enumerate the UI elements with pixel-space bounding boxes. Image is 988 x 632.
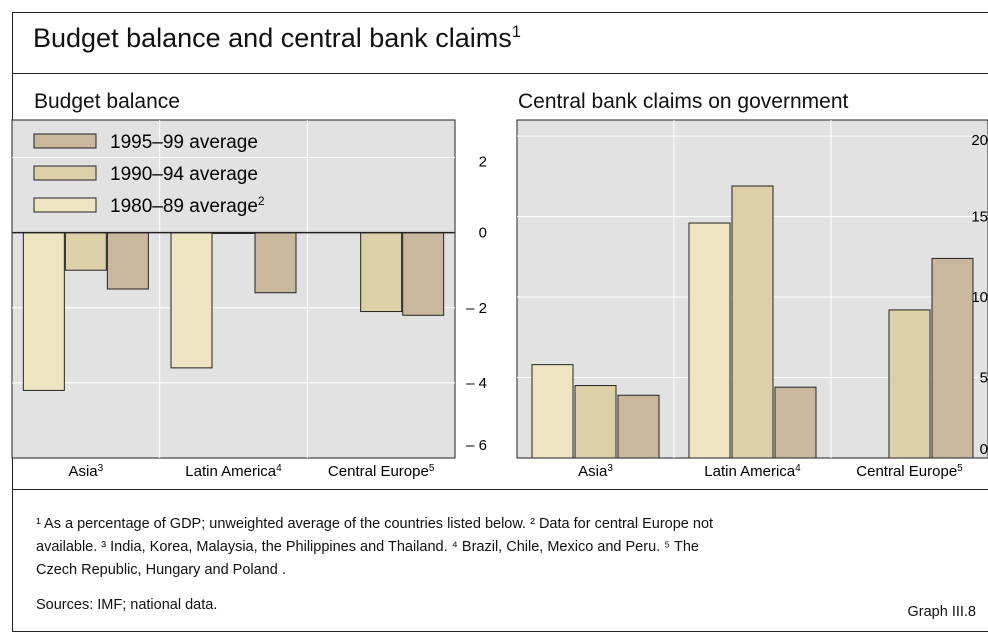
bar — [402, 232, 445, 316]
y-tick-label: – 2 — [466, 300, 487, 317]
category-label: Asia3 — [68, 463, 103, 480]
graph-title: Budget balance and central bank claims1 — [33, 23, 521, 53]
legend-label: 1995–99 average — [110, 132, 258, 153]
legend-label: 1990–94 average — [110, 164, 258, 185]
right-panel-title: Central bank claims on government — [518, 90, 849, 113]
bar — [688, 222, 731, 459]
y-tick-label: 15 — [971, 209, 988, 226]
bar — [64, 232, 107, 271]
legend-label: 1980–89 average2 — [110, 194, 265, 217]
y-tick-label: – 4 — [466, 375, 487, 392]
category-label: Central Europe5 — [328, 463, 435, 480]
y-tick-label: 5 — [980, 370, 988, 387]
bar — [774, 386, 817, 459]
graph-label: Graph III.8 — [907, 604, 976, 620]
bar — [170, 232, 213, 369]
left-panel-title: Budget balance — [34, 90, 180, 113]
bar — [931, 257, 974, 459]
category-label: Central Europe5 — [856, 463, 963, 480]
budget-balance-chart: Asia3 Latin America4 Central Europe5 2 0 – 2 –… — [11, 119, 487, 480]
y-tick-label: – 6 — [466, 437, 487, 454]
category-label: Latin America4 — [704, 463, 801, 480]
title-divider — [12, 73, 988, 74]
bar — [22, 232, 65, 391]
category-label: Latin America4 — [185, 463, 282, 480]
bar — [731, 185, 774, 459]
y-tick-label: 10 — [971, 289, 988, 306]
central-bank-claims-chart: Asia3 Latin America4 Central Europe5 20 15 10… — [516, 119, 988, 480]
sources-note: Sources: IMF; national data. — [36, 597, 218, 613]
bar — [617, 394, 660, 459]
y-tick-label: 2 — [479, 154, 487, 171]
category-note: 3 — [607, 463, 613, 474]
legend-swatch — [33, 197, 97, 213]
bar — [531, 364, 574, 459]
bar — [888, 309, 931, 459]
y-tick-label: 20 — [971, 132, 988, 149]
footnote-divider — [12, 489, 988, 490]
y-tick-label: 0 — [479, 225, 487, 242]
bar — [574, 385, 617, 459]
category-label: Asia3 — [578, 463, 613, 480]
category-note: 4 — [276, 463, 282, 474]
bar — [254, 232, 297, 294]
y-tick-label: 0 — [980, 441, 988, 458]
footnote-line-2: available. ³ India, Korea, Malaysia, the… — [36, 539, 699, 555]
legend-swatch — [33, 133, 97, 149]
category-note: 5 — [429, 463, 435, 474]
category-note: 5 — [957, 463, 963, 474]
bar — [106, 232, 149, 290]
legend-swatch — [33, 165, 97, 181]
footnote-line-1: ¹ As a percentage of GDP; unweighted ave… — [36, 516, 714, 532]
bar — [360, 232, 403, 313]
category-note: 3 — [98, 463, 104, 474]
footnote-line-3: Czech Republic, Hungary and Poland . — [36, 562, 286, 578]
legend-note: 2 — [258, 194, 265, 208]
category-note: 4 — [795, 463, 801, 474]
